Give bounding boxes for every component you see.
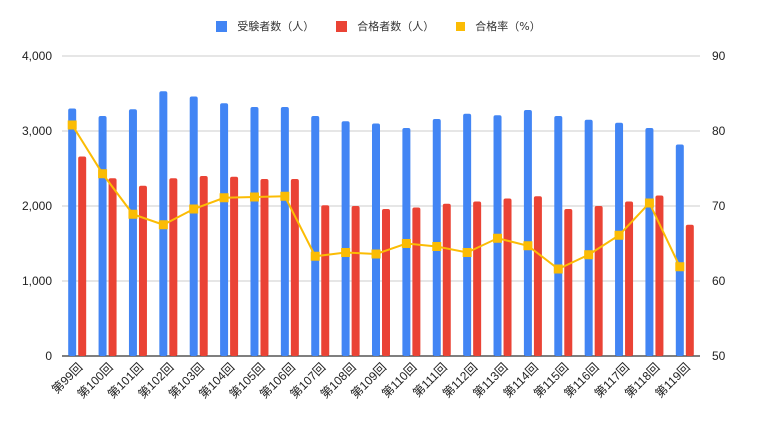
bar-passers[interactable] (138, 185, 147, 356)
rate-marker[interactable] (493, 233, 503, 243)
pass-rate-line (67, 120, 685, 274)
bar-examinees[interactable] (189, 96, 198, 357)
bar-passers[interactable] (78, 156, 87, 357)
legend-swatch-red (336, 20, 348, 32)
rate-marker[interactable] (67, 120, 77, 130)
rate-marker[interactable] (614, 230, 624, 240)
bar-examinees[interactable] (432, 119, 441, 356)
bar-passers[interactable] (533, 196, 542, 356)
bar-examinees[interactable] (463, 113, 472, 356)
legend-item-pass-rate[interactable]: 合格率（%） (456, 18, 541, 34)
rate-marker[interactable] (128, 209, 138, 219)
rate-marker[interactable] (158, 220, 168, 230)
rate-marker[interactable] (98, 169, 108, 179)
bar-passers[interactable] (382, 209, 390, 356)
bar-examinees[interactable] (584, 119, 593, 356)
rate-marker[interactable] (280, 191, 290, 201)
right-axis: 90 80 70 60 50 (712, 49, 726, 363)
bar-examinees[interactable] (68, 108, 77, 357)
bar-examinees[interactable] (98, 116, 107, 356)
left-tick-label: 3,000 (22, 124, 52, 138)
right-tick-label: 70 (712, 199, 726, 213)
gridlines (62, 55, 700, 357)
x-axis-labels: 第99回第100回第101回第102回第103回第104回第105回第106回第… (49, 360, 693, 401)
rate-marker[interactable] (310, 251, 320, 261)
legend-label: 合格率（%） (475, 20, 541, 33)
rate-marker[interactable] (249, 192, 259, 202)
right-tick-label: 80 (712, 124, 726, 138)
legend-swatch-yellow (456, 21, 466, 31)
bar-passers[interactable] (108, 178, 117, 356)
rate-marker[interactable] (553, 264, 563, 274)
legend-swatch-blue (216, 20, 228, 32)
rate-marker[interactable] (189, 204, 199, 214)
bar-examinees[interactable] (554, 116, 563, 356)
legend-item-examinees[interactable]: 受験者数（人） (216, 18, 314, 34)
rate-marker[interactable] (219, 193, 229, 203)
bar-examinees[interactable] (372, 123, 380, 357)
bar-passers[interactable] (594, 206, 603, 356)
bar-examinees[interactable] (280, 107, 289, 356)
left-tick-label: 4,000 (22, 49, 52, 63)
bar-passers[interactable] (564, 209, 573, 356)
rate-marker[interactable] (675, 262, 685, 272)
rate-marker[interactable] (341, 248, 351, 257)
bar-examinees[interactable] (341, 121, 350, 356)
bar-passers[interactable] (625, 201, 634, 357)
rate-marker[interactable] (432, 242, 442, 251)
rate-marker[interactable] (401, 239, 411, 248)
bar-passers[interactable] (655, 195, 664, 357)
bar-passers[interactable] (351, 206, 360, 356)
bar-passers[interactable] (290, 179, 299, 356)
bar-examinees[interactable] (523, 110, 532, 356)
bar-passers[interactable] (199, 176, 208, 356)
left-axis: 4,000 3,000 2,000 1,000 0 (22, 49, 52, 363)
left-tick-label: 1,000 (22, 274, 52, 288)
bar-passers[interactable] (169, 178, 178, 356)
bar-passers[interactable] (503, 198, 512, 357)
bar-passers[interactable] (473, 201, 482, 357)
legend-label: 合格者数（人） (357, 20, 435, 33)
bar-series (68, 91, 694, 356)
bar-passers[interactable] (321, 205, 330, 356)
right-tick-label: 50 (712, 349, 726, 363)
bar-examinees[interactable] (250, 107, 259, 356)
bar-examinees[interactable] (128, 109, 137, 356)
left-tick-label: 0 (45, 349, 52, 363)
rate-marker[interactable] (584, 250, 594, 260)
legend-label: 受験者数（人） (237, 20, 315, 33)
chart-legend: 受験者数（人） 合格者数（人） 合格率（%） (0, 18, 757, 34)
legend-item-passers[interactable]: 合格者数（人） (336, 18, 434, 34)
right-tick-label: 60 (712, 274, 726, 288)
rate-marker[interactable] (371, 249, 381, 259)
left-tick-label: 2,000 (22, 199, 52, 213)
rate-marker[interactable] (462, 248, 472, 257)
bar-passers[interactable] (260, 179, 269, 356)
rate-marker[interactable] (523, 241, 533, 251)
bar-examinees[interactable] (645, 128, 654, 356)
bar-examinees[interactable] (220, 103, 229, 356)
bar-examinees[interactable] (311, 116, 320, 356)
right-tick-label: 90 (712, 49, 726, 63)
rate-marker[interactable] (644, 198, 654, 208)
bar-examinees[interactable] (675, 144, 684, 357)
bar-passers[interactable] (442, 203, 451, 356)
bar-passers[interactable] (230, 176, 239, 356)
bar-passers[interactable] (412, 207, 421, 357)
bar-passers[interactable] (685, 224, 694, 356)
